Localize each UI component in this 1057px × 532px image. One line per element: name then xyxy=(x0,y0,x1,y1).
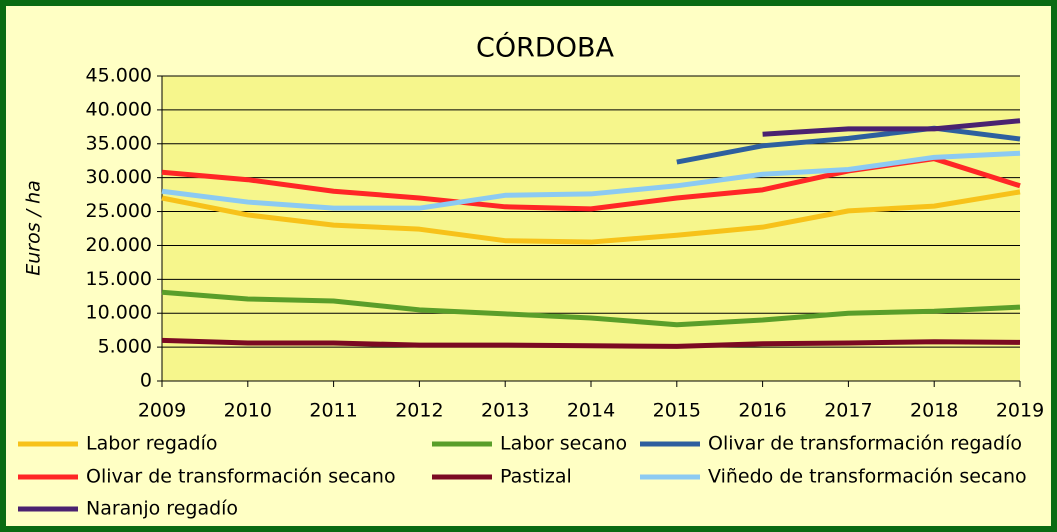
y-axis-label: Euros / ha xyxy=(23,180,45,276)
y-tick-label: 35.000 xyxy=(86,132,152,154)
x-tick-label: 2012 xyxy=(395,400,443,422)
y-tick-label: 30.000 xyxy=(86,166,152,188)
x-tick-label: 2009 xyxy=(138,400,186,422)
series-line xyxy=(762,118,1021,137)
x-tick-label: 2011 xyxy=(309,400,357,422)
legend-label: Labor regadío xyxy=(86,433,218,455)
legend-label: Pastizal xyxy=(500,466,572,488)
x-tick-label: 2018 xyxy=(910,400,958,422)
chart-title: CÓRDOBA xyxy=(476,32,614,64)
x-tick-label: 2019 xyxy=(996,400,1044,422)
series-line xyxy=(161,289,1021,328)
series-line xyxy=(161,150,1021,211)
y-tick-label: 25.000 xyxy=(86,200,152,222)
y-tick-label: 15.000 xyxy=(86,268,152,290)
legend-label: Viñedo de transformación secano xyxy=(708,466,1027,488)
y-tick-label: 0 xyxy=(140,370,152,392)
plot-area xyxy=(162,76,1020,381)
legend-label: Labor secano xyxy=(500,433,627,455)
series-line xyxy=(161,189,1021,245)
y-tick-label: 20.000 xyxy=(86,234,152,256)
y-tick-label: 10.000 xyxy=(86,302,152,324)
legend-label: Naranjo regadío xyxy=(86,498,238,520)
x-tick-label: 2015 xyxy=(653,400,701,422)
x-tick-label: 2016 xyxy=(738,400,786,422)
x-tick-label: 2010 xyxy=(224,400,272,422)
y-tick-label: 5.000 xyxy=(98,336,152,358)
x-tick-label: 2013 xyxy=(481,400,529,422)
series-line xyxy=(676,125,1021,165)
y-tick-label: 45.000 xyxy=(86,65,152,87)
series-line xyxy=(161,337,1021,349)
x-tick-label: 2014 xyxy=(567,400,615,422)
legend-label: Olivar de transformación secano xyxy=(86,466,396,488)
legend-label: Olivar de transformación regadío xyxy=(708,433,1022,455)
x-tick-label: 2017 xyxy=(824,400,872,422)
y-tick-label: 40.000 xyxy=(86,98,152,120)
